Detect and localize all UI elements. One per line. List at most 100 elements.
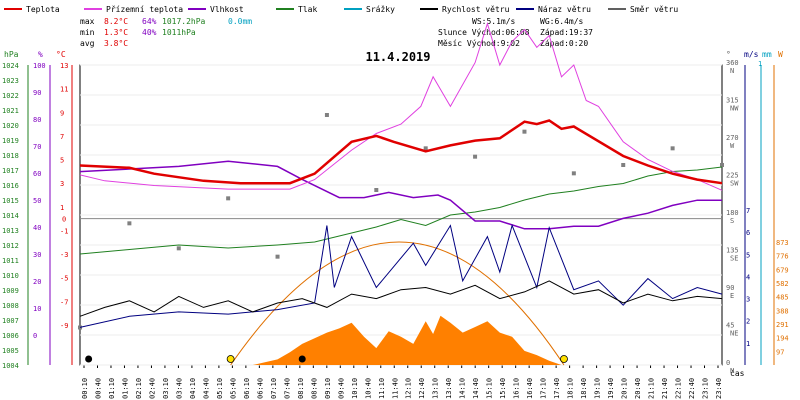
wind-dir-point [324,113,329,117]
info-block: WS:5.1m/s WG:6.4m/s Slunce Východ:06:08 … [438,17,593,48]
ms-tick: 7 [746,207,750,215]
info-sun-rise: Slunce Východ:06:08 [438,28,530,37]
time-tick: 12:10 [405,378,413,399]
info-moon-rise: Měsíc Východ:9:02 [438,39,520,48]
time-tick: 05:40 [229,378,237,399]
feels-line [79,21,723,191]
deg-unit: ° [726,50,731,59]
time-tick: 21:40 [661,378,669,399]
hpa-tick: 1016 [2,182,19,190]
c-tick: 11 [60,86,68,94]
info-wg: WG:6.4m/s [540,17,584,26]
time-tick: 21:10 [648,378,656,399]
info-moon-set: Západ:0:20 [540,39,588,48]
right-axis-ticks: 360N315NW270W225SW180S135SE90E45NE0N7654… [726,59,789,375]
c-unit: °C [56,50,66,59]
dir-tick-name: W [730,142,735,150]
dir-tick-name: SE [730,255,738,263]
ms-tick: 4 [746,273,750,281]
wind-dir-point [720,163,724,167]
info-sun-set: Západ:19:37 [540,28,593,37]
pct-tick: 70 [33,143,41,151]
hpa-tick: 1014 [2,212,19,220]
stats-max-hum: 64% [142,17,157,26]
time-unit: čas [730,368,745,378]
hpa-tick: 1012 [2,242,19,250]
time-tick: 18:10 [567,378,575,399]
w-tick: 873 [776,239,789,247]
wind-dir-point [176,246,181,251]
dir-tick-name: E [730,292,734,300]
hpa-tick: 1015 [2,197,19,205]
c-tick: 5 [60,157,64,165]
time-tick: 18:40 [580,378,588,399]
hpa-tick: 1004 [2,362,19,370]
ms-tick: 3 [746,296,750,304]
c-tick-zero: 0 [62,216,66,224]
legend-label-feels: Přízemní teplota [106,5,183,14]
wind-dir-point [226,196,231,201]
hpa-tick: 1018 [2,152,19,160]
time-tick: 06:40 [256,378,264,399]
dir-tick-deg: 270 [726,134,739,142]
legend-label-temp: Teplota [26,5,60,14]
time-tick: 23:40 [715,378,723,399]
humidity-line [79,160,722,230]
time-tick: 09:10 [324,378,332,399]
time-tick: 10:40 [364,378,372,399]
sunrise-icon [226,355,235,363]
c-tick: -9 [60,322,68,330]
c-tick: -3 [60,251,68,259]
legend-label-humidity: Vlhkost [210,5,244,14]
time-tick: 10:10 [351,378,359,399]
time-tick: 03:40 [175,378,183,399]
wind-dir-point [522,129,527,134]
dir-tick-deg: 135 [726,247,739,255]
time-tick: 22:10 [675,378,683,399]
time-tick: 16:10 [513,378,521,399]
time-tick: 05:10 [216,378,224,399]
time-tick: 22:40 [688,378,696,399]
stats-avg-label: avg [80,39,95,48]
stats-max-press: 1017.2hPa [162,17,206,26]
pressure-line [79,166,723,255]
stats-min-hum: 40% [142,28,157,37]
dir-tick-name: N [730,67,734,75]
stats-max-precip: 0.0mm [228,17,252,26]
pct-unit: % [38,50,43,59]
dir-tick-name: N [730,367,734,375]
hpa-unit: hPa [4,50,19,59]
legend-label-pressure: Tlak [298,5,317,14]
wind-dir-point [621,163,626,167]
dir-tick-name: S [730,217,734,225]
hpa-tick: 1009 [2,287,19,295]
dir-tick-deg: 225 [726,172,739,180]
w-tick: 194 [776,335,789,343]
c-tick: -1 [60,227,68,235]
moonset-icon [85,355,93,363]
dir-tick-name: SW [730,180,739,188]
stats-avg-temp: 3.8°C [104,39,128,48]
dir-tick-deg: 360 [726,59,739,67]
pct-tick: 0 [33,332,37,340]
wind-dir-point [571,171,576,176]
ms-tick: 1 [746,340,750,348]
time-tick: 23:10 [702,378,710,399]
time-tick: 01:10 [108,378,116,399]
legend-label-dir: Směr větru [630,5,678,14]
time-tick: 00:40 [94,378,102,399]
dir-tick-name: NW [730,105,739,113]
time-tick: 20:10 [621,378,629,399]
wind-dir-point [78,325,82,330]
mm-unit: mm [762,50,772,59]
hpa-tick: 1013 [2,227,19,235]
w-tick: 97 [776,348,784,356]
hpa-tick: 1020 [2,122,19,130]
time-tick: 16:40 [526,378,534,399]
stats-min-temp: 1.3°C [104,28,128,37]
time-axis-ticks: 00:10 00:40 01:10 01:40 02:10 02:40 03:10 03:40… [81,365,723,399]
solar-area [252,315,562,365]
time-tick: 20:40 [634,378,642,399]
